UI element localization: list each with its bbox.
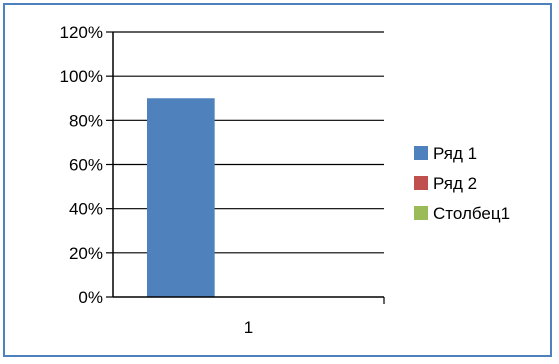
y-axis-ticks: 0% 20% 40% 60% 80% 100% 120% <box>60 23 113 307</box>
legend-swatch <box>414 176 428 190</box>
y-tick-label: 80% <box>69 111 103 130</box>
legend: Ряд 1 Ряд 2 Столбец1 <box>414 144 510 223</box>
y-tick-label: 100% <box>60 67 103 86</box>
legend-swatch <box>414 206 428 220</box>
bars <box>147 98 215 297</box>
chart-frame <box>3 3 552 357</box>
y-tick-label: 20% <box>69 244 103 263</box>
x-axis-ticks: 1 <box>244 297 385 337</box>
y-tick-label: 40% <box>69 200 103 219</box>
y-tick-label: 120% <box>60 23 103 42</box>
x-tick-label: 1 <box>244 318 253 337</box>
y-tick-label: 0% <box>78 288 103 307</box>
legend-label: Ряд 2 <box>433 174 477 193</box>
legend-label: Столбец1 <box>433 204 510 223</box>
legend-swatch <box>414 146 428 160</box>
y-tick-label: 60% <box>69 156 103 175</box>
legend-label: Ряд 1 <box>433 144 477 163</box>
bar-1 <box>147 98 215 297</box>
